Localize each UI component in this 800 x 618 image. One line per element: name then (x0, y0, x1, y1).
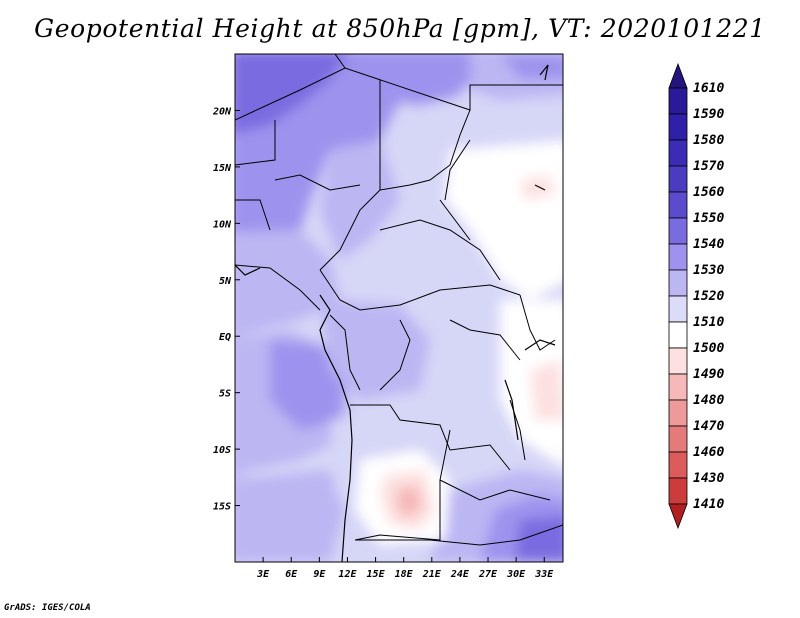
colorbar-over-triangle (668, 62, 688, 89)
y-tick-label: 15S (213, 502, 231, 513)
colorbar-swatch (668, 87, 688, 115)
colorbar-swatch (668, 243, 688, 271)
y-tick-label: 5S (219, 389, 231, 400)
colorbar-swatch (668, 269, 688, 297)
x-tick-label: 24E (450, 569, 470, 580)
colorbar-label: 1520 (693, 289, 724, 304)
colorbar-under-triangle (668, 503, 688, 530)
colorbar-swatch (668, 113, 688, 141)
map-frame (234, 53, 564, 563)
x-tick-label: 30E (506, 569, 526, 580)
colorbar-label: 1550 (693, 211, 724, 226)
colorbar-label: 1460 (693, 445, 724, 460)
colorbar: 1610 1590 1580 1570 1560 1550 1540 1530 1520 1510… (668, 62, 724, 530)
colorbar-label: 1480 (693, 393, 724, 408)
x-tick-label: 27E (478, 569, 498, 580)
x-tick-label: 9E (313, 569, 326, 580)
country-borders (235, 54, 563, 546)
colorbar-swatch (668, 217, 688, 245)
coastlines-lakes (235, 64, 556, 562)
colorbar-swatch (668, 399, 688, 427)
y-tick-label: 5N (219, 276, 232, 287)
x-tick-label: 3E (256, 569, 270, 580)
colorbar-label: 1560 (693, 185, 724, 200)
colorbar-swatch (668, 191, 688, 219)
colorbar-label: 1510 (693, 315, 724, 330)
x-tick-label: 6E (285, 569, 298, 580)
colorbar-swatch (668, 477, 688, 505)
colorbar-label: 1590 (693, 107, 724, 122)
colorbar-swatch (668, 321, 688, 349)
colorbar-label: 1580 (693, 133, 724, 148)
colorbar-swatch (668, 295, 688, 323)
colorbar-swatch (668, 347, 688, 375)
y-tick-label: 10N (213, 219, 232, 230)
colorbar-label: 1430 (693, 471, 724, 486)
colorbar-label: 1470 (693, 419, 724, 434)
colorbar-swatch (668, 451, 688, 479)
colorbar-label: 1530 (693, 263, 724, 278)
y-tick-label: 15N (213, 163, 232, 174)
colorbar-label: 1500 (693, 341, 724, 356)
x-tick-label: 18E (395, 569, 414, 580)
y-tick-label: 20N (212, 106, 232, 117)
colorbar-swatch (668, 373, 688, 401)
colorbar-label: 1490 (693, 367, 724, 382)
x-tick-label: 12E (338, 569, 357, 580)
credit-label: GrADS: IGES/COLA (4, 603, 91, 613)
y-tick-label: EQ (219, 332, 231, 343)
colorbar-label: 1410 (693, 497, 724, 512)
x-tick-label: 15E (367, 569, 386, 580)
y-tick-label: 10S (213, 445, 231, 456)
colorbar-swatch (668, 425, 688, 453)
colorbar-label: 1610 (693, 81, 724, 96)
colorbar-label: 1540 (693, 237, 724, 252)
height-field (235, 54, 563, 562)
page-title: Geopotential Height at 850hPa [gpm], VT:… (34, 14, 766, 43)
colorbar-swatch (668, 139, 688, 167)
axis-ticks: 3E 6E 9E 12E 15E 18E 21E 24E 27E 30E 33E 20N 15N 10N 5… (212, 106, 554, 580)
colorbar-label: 1570 (693, 159, 724, 174)
colorbar-swatch (668, 165, 688, 193)
x-tick-label: 21E (422, 569, 442, 580)
x-tick-label: 33E (534, 569, 554, 580)
